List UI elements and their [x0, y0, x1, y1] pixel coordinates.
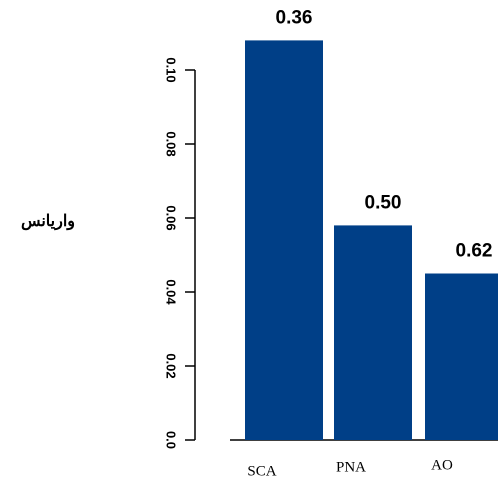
- bar-label: 0.62: [456, 241, 493, 262]
- bar-label: 0.50: [365, 192, 402, 213]
- y-tick-label: 0.0: [164, 431, 179, 449]
- bar-label: 0.36: [276, 7, 313, 28]
- y-tick-label: 0.10: [164, 57, 179, 82]
- y-tick-label: 0.02: [164, 353, 179, 378]
- y-axis-label: واريانس: [21, 213, 75, 231]
- x-tick-label: AO: [431, 457, 453, 473]
- x-tick-label: SCA: [247, 463, 276, 477]
- x-tick-label: PNA: [336, 459, 366, 475]
- y-tick-label: 0.06: [164, 205, 179, 230]
- bar: [245, 40, 323, 441]
- bar: [334, 225, 412, 440]
- y-tick-label: 0.04: [164, 279, 179, 305]
- y-tick-label: 0.08: [164, 131, 179, 156]
- bar: [425, 273, 498, 440]
